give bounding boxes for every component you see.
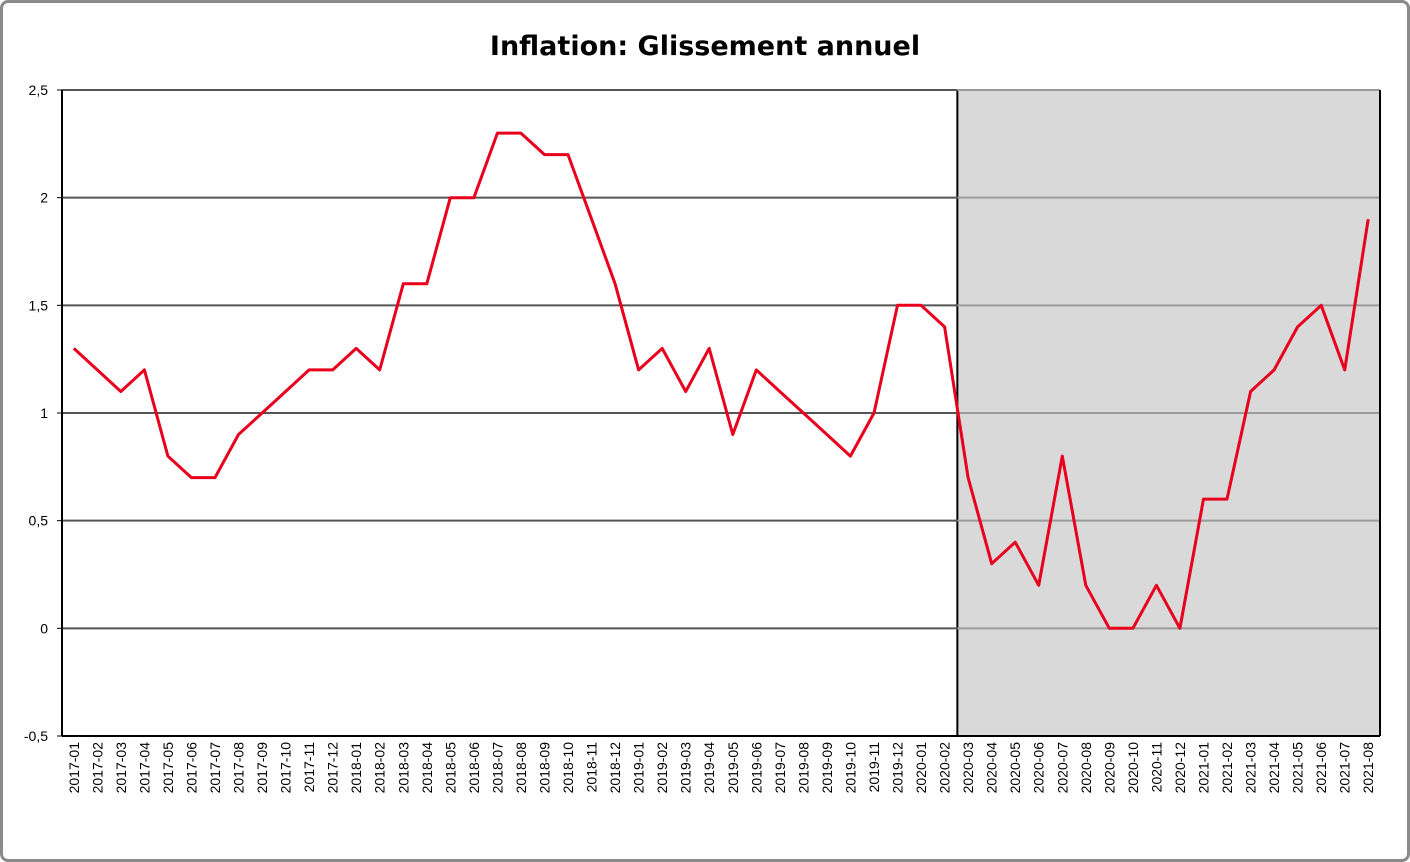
x-tick-label: 2018-03 xyxy=(395,742,411,794)
x-tick-label: 2020-05 xyxy=(1007,742,1023,794)
x-tick-label: 2020-01 xyxy=(913,742,929,794)
x-tick-label: 2018-04 xyxy=(419,742,435,794)
x-tick-label: 2020-06 xyxy=(1031,742,1047,794)
x-tick-label: 2020-09 xyxy=(1101,742,1117,794)
axes xyxy=(61,90,1381,737)
series-line-inflation xyxy=(72,131,1370,630)
x-tick-label: 2019-11 xyxy=(866,742,882,793)
x-tick-label: 2020-11 xyxy=(1148,742,1164,793)
x-tick-label: 2021-08 xyxy=(1360,742,1376,794)
x-tick-label: 2018-08 xyxy=(513,742,529,794)
x-tick-label: 2018-05 xyxy=(442,742,458,794)
x-tick-label: 2018-07 xyxy=(489,742,505,794)
x-tick-label: 2020-10 xyxy=(1125,742,1141,794)
x-tick-label: 2020-08 xyxy=(1078,742,1094,794)
x-tick-label: 2017-11 xyxy=(301,742,317,793)
y-tick-label: 1,5 xyxy=(29,297,49,313)
series-line xyxy=(72,131,1370,630)
x-tick-label: 2017-09 xyxy=(254,742,270,794)
x-tick-label: 2019-04 xyxy=(701,742,717,794)
x-tick-label: 2021-07 xyxy=(1337,742,1353,794)
x-tick-label: 2021-05 xyxy=(1290,742,1306,794)
x-tick-label: 2019-10 xyxy=(842,742,858,794)
x-tick-label: 2021-06 xyxy=(1313,742,1329,794)
x-axis-tick-labels: 2017-01 2017-02 2017-03 2017-04 2017-05 2017-… xyxy=(66,742,1376,794)
y-tick-label: 1 xyxy=(40,405,48,421)
x-tick-label: 2020-03 xyxy=(960,742,976,794)
x-tick-label: 2018-01 xyxy=(348,742,364,794)
y-tick-label: 2,5 xyxy=(29,82,49,98)
x-tick-label: 2018-10 xyxy=(560,742,576,794)
x-tick-label: 2018-02 xyxy=(372,742,388,794)
x-tick-label: 2020-12 xyxy=(1172,742,1188,794)
x-tick-label: 2017-12 xyxy=(325,742,341,794)
x-tick-label: 2017-10 xyxy=(278,742,294,794)
x-tick-label: 2018-09 xyxy=(536,742,552,794)
y-tick-label: 0 xyxy=(40,620,48,636)
x-tick-label: 2019-06 xyxy=(748,742,764,794)
x-tick-label: 2020-07 xyxy=(1054,742,1070,794)
x-tick-label: 2019-01 xyxy=(631,742,647,794)
x-tick-label: 2020-02 xyxy=(937,742,953,794)
x-tick-label: 2019-03 xyxy=(678,742,694,794)
x-tick-label: 2017-04 xyxy=(136,742,152,794)
gridlines xyxy=(57,89,1380,737)
x-tick-label: 2017-03 xyxy=(113,742,129,794)
chart-title: Inflation: Glissement annuel xyxy=(490,31,920,62)
x-tick-label: 2019-12 xyxy=(890,742,906,794)
x-tick-label: 2021-04 xyxy=(1266,742,1282,794)
x-tick-label: 2019-09 xyxy=(819,742,835,794)
x-tick-label: 2017-05 xyxy=(160,742,176,794)
y-axis-tick-labels: -0,5 0 0,5 1 1,5 2 2,5 xyxy=(24,82,48,744)
x-tick-label: 2017-01 xyxy=(66,742,82,794)
y-tick-label: 2 xyxy=(40,190,48,206)
x-tick-label: 2020-04 xyxy=(984,742,1000,794)
x-tick-label: 2019-08 xyxy=(795,742,811,794)
x-tick-label: 2021-03 xyxy=(1243,742,1259,794)
x-tick-label: 2019-02 xyxy=(654,742,670,794)
x-tick-label: 2019-07 xyxy=(772,742,788,794)
x-tick-label: 2018-11 xyxy=(584,742,600,793)
y-tick-label: 0,5 xyxy=(29,513,49,529)
x-tick-label: 2017-06 xyxy=(183,742,199,794)
x-tick-label: 2021-02 xyxy=(1219,742,1235,794)
x-tick-label: 2019-05 xyxy=(725,742,741,794)
x-tick-label: 2017-07 xyxy=(207,742,223,794)
y-tick-label: -0,5 xyxy=(24,728,48,744)
x-tick-label: 2018-12 xyxy=(607,742,623,794)
x-tick-label: 2017-02 xyxy=(89,742,105,794)
x-tick-label: 2017-08 xyxy=(231,742,247,794)
x-tick-label: 2018-06 xyxy=(466,742,482,794)
x-tick-label: 2021-01 xyxy=(1195,742,1211,794)
